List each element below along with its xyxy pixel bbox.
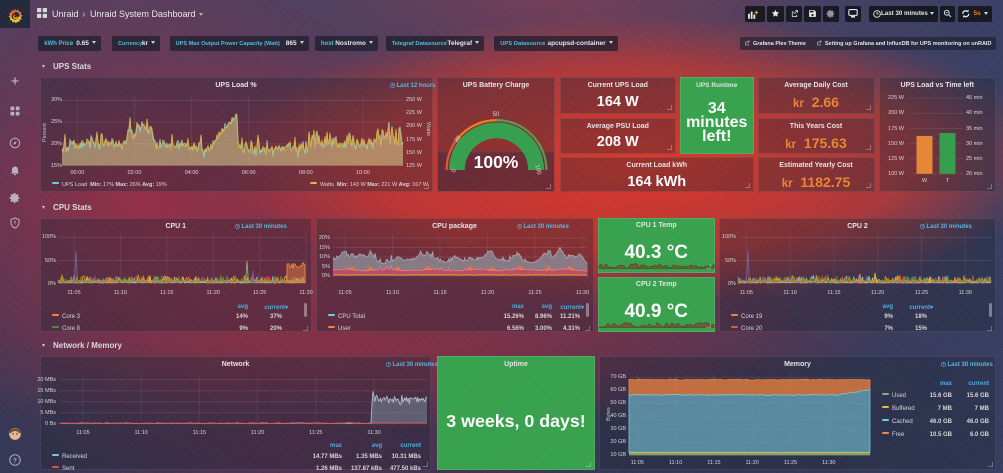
svg-text:20: 20 (454, 134, 463, 143)
svg-text:0: 0 (451, 168, 458, 173)
svg-text:50: 50 (493, 112, 500, 118)
svg-text:?: ? (13, 457, 17, 464)
svg-text:100: 100 (533, 164, 542, 176)
